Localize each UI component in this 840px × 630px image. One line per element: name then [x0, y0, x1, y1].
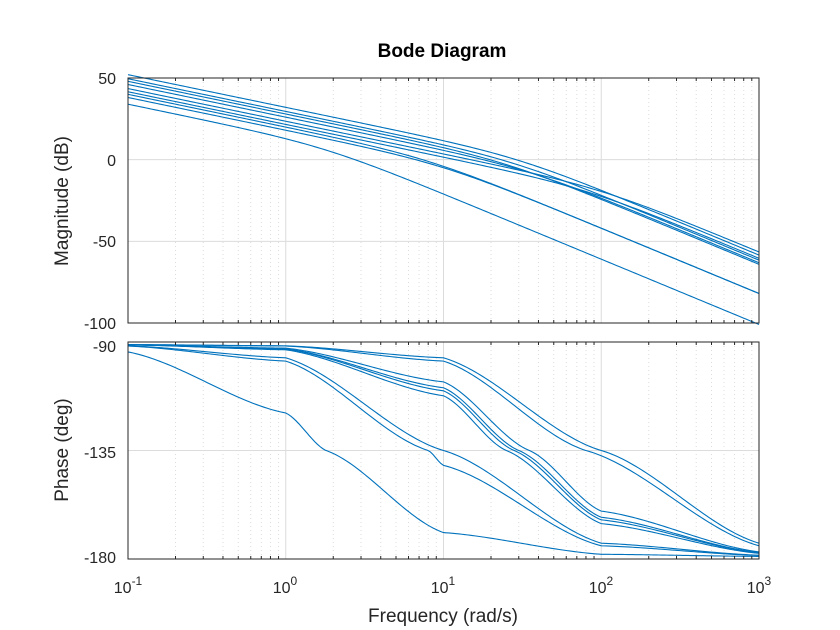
- xtick-10: 101: [431, 574, 456, 597]
- magnitude-curve-system-5: [127, 88, 760, 253]
- xtick-100-exp: 2: [607, 574, 614, 588]
- phase-axes-frame: [127, 341, 760, 560]
- xtick-0-1: 10-1: [114, 574, 143, 597]
- phase-ytick-minus-180: -180: [84, 550, 116, 567]
- phase-curve-system-4: [127, 344, 760, 553]
- phase-curve-system-9: [127, 351, 760, 557]
- magnitude-minor-ticks: [174, 78, 753, 323]
- phase-panel: -90 -135 -180 Phase (deg): [52, 339, 760, 567]
- magnitude-curve-system-4: [127, 83, 760, 264]
- xtick-1000: 103: [747, 574, 772, 597]
- phase-ytick-minus-90: -90: [93, 339, 116, 356]
- magnitude-ylabel: Magnitude (dB): [52, 136, 73, 266]
- xtick-1000-exp: 3: [765, 574, 772, 588]
- magnitude-curve-system-2: [127, 78, 760, 261]
- phase-curve-system-7: [127, 345, 760, 557]
- mag-ytick-minus-100: -100: [84, 316, 116, 333]
- magnitude-axes-frame: [127, 77, 760, 324]
- phase-ylabel: Phase (deg): [52, 398, 73, 502]
- phase-grid: [128, 342, 759, 559]
- xtick-1-base: 10: [273, 580, 291, 597]
- magnitude-curves: [127, 74, 760, 325]
- phase-curves: [127, 344, 760, 557]
- xtick-0-1-base: 10: [114, 580, 132, 597]
- phase-curve-system-6: [127, 344, 760, 547]
- mag-ytick-50: 50: [98, 71, 116, 88]
- magnitude-curve-system-3: [127, 80, 760, 265]
- phase-curve-system-3: [127, 344, 760, 554]
- xtick-100-base: 10: [589, 580, 607, 597]
- magnitude-panel: 50 0 -50 -100 Magnitude (dB): [52, 71, 760, 333]
- phase-curve-system-8: [127, 345, 760, 556]
- chart-title: Bode Diagram: [378, 41, 507, 62]
- xtick-10-exp: 1: [449, 574, 456, 588]
- magnitude-grid: [128, 78, 759, 323]
- xtick-10-base: 10: [431, 580, 449, 597]
- xtick-1-exp: 0: [291, 574, 298, 588]
- phase-minor-ticks: [174, 342, 753, 559]
- magnitude-curve-system-1: [127, 74, 760, 256]
- magnitude-curve-system-6: [127, 91, 760, 259]
- magnitude-curve-system-8: [127, 96, 760, 295]
- xtick-1: 100: [273, 574, 298, 597]
- x-axis-label: Frequency (rad/s): [368, 606, 518, 627]
- xtick-100: 102: [589, 574, 614, 597]
- magnitude-curve-system-9: [127, 103, 760, 325]
- xtick-0-1-exp: -1: [132, 574, 143, 588]
- mag-ytick-minus-50: -50: [93, 234, 116, 251]
- xtick-1000-base: 10: [747, 580, 765, 597]
- mag-ytick-0: 0: [107, 153, 116, 170]
- phase-ytick-minus-135: -135: [84, 445, 116, 462]
